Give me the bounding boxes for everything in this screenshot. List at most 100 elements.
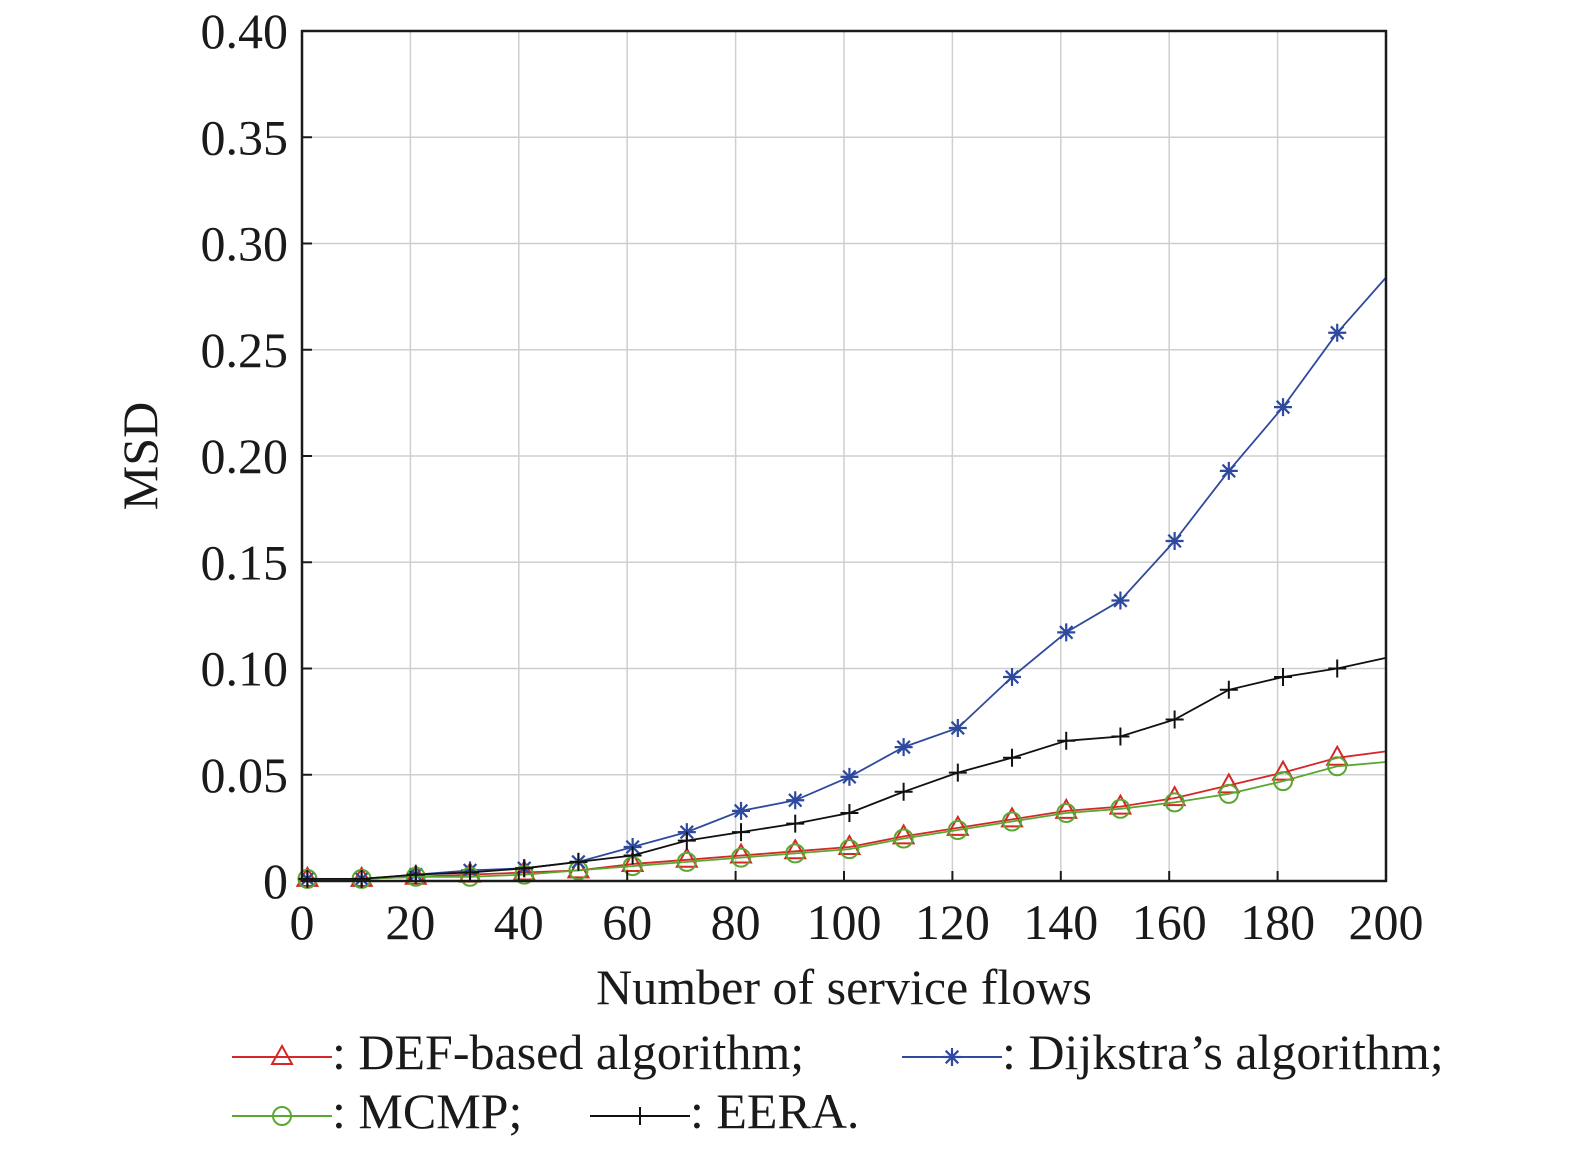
data-point (1325, 744, 1349, 766)
y-tick-label: 0.35 (201, 109, 289, 165)
data-point (732, 823, 751, 842)
x-tick-label: 200 (1349, 894, 1424, 950)
series-0 (295, 744, 1387, 887)
x-tick-label: 100 (807, 894, 882, 950)
y-tick-label: 0.25 (201, 322, 289, 378)
data-point (948, 719, 967, 737)
legend-label: : Dijkstra’s algorithm; (1002, 1024, 1444, 1080)
data-point (1328, 659, 1347, 678)
data-point (1274, 668, 1293, 686)
series-1 (298, 276, 1387, 888)
x-tick-label: 0 (290, 894, 315, 950)
legend-label: : EERA. (690, 1083, 859, 1139)
data-point (731, 847, 752, 868)
data-point (840, 804, 859, 822)
legend-swatch-marker (270, 1043, 294, 1065)
data-point (1218, 783, 1239, 804)
data-point (1057, 731, 1076, 750)
data-point (1162, 785, 1187, 807)
data-point (891, 823, 916, 845)
y-tick-label: 0.40 (201, 3, 289, 59)
data-point (786, 814, 805, 833)
data-point (1327, 756, 1348, 777)
legend-entry: : EERA. (590, 1083, 859, 1139)
data-point (623, 846, 642, 865)
y-tick-label: 0.15 (201, 534, 289, 590)
legend-entry: : DEF-based algorithm; (232, 1024, 804, 1080)
data-point (1165, 710, 1184, 729)
series-3 (298, 657, 1387, 888)
data-point (894, 782, 913, 801)
data-point (837, 833, 862, 855)
data-point (893, 828, 914, 849)
data-point (1054, 797, 1078, 819)
data-point (512, 859, 536, 881)
data-point (1002, 811, 1023, 832)
data-point (1274, 398, 1293, 417)
y-tick-label: 0.10 (201, 641, 289, 697)
x-tick-label: 160 (1132, 894, 1207, 950)
ticks: 0 20 40 60 80 100 120 140 160 180 200 0 0.05 0.10 0.15… (201, 3, 1424, 950)
x-tick-label: 40 (494, 894, 544, 950)
series-line (307, 750, 1387, 880)
data-point (1003, 748, 1022, 767)
legend: : DEF-based algorithm; : Dijkstra’s algor… (232, 1024, 1444, 1139)
y-tick-label: 0 (263, 853, 288, 909)
series-line (307, 657, 1387, 880)
data-point (894, 738, 913, 757)
data-point (1164, 792, 1185, 813)
series-2 (297, 756, 1387, 889)
y-axis-label: MSD (112, 402, 168, 510)
x-tick-label: 120 (915, 894, 990, 950)
data-point (1273, 771, 1294, 792)
x-tick-label: 80 (711, 894, 761, 950)
data-point (946, 814, 970, 836)
data-point (1219, 461, 1238, 480)
grid (301, 30, 1387, 882)
legend-entry: : Dijkstra’s algorithm; (902, 1024, 1444, 1080)
data-point (948, 763, 967, 782)
y-tick-label: 0.30 (201, 216, 289, 272)
data-point (677, 831, 696, 850)
data-point (1165, 532, 1184, 550)
legend-swatch-marker (943, 1048, 961, 1066)
data-point (839, 839, 860, 860)
data-point (1057, 623, 1076, 642)
x-axis-label: Number of service flows (596, 959, 1092, 1015)
data-point (515, 859, 534, 878)
x-tick-label: 60 (602, 894, 652, 950)
data-point (1000, 806, 1024, 828)
data-point (1110, 798, 1131, 819)
x-tick-label: 20 (385, 894, 435, 950)
y-tick-label: 0.20 (201, 428, 289, 484)
data-point (783, 838, 807, 860)
y-tick-label: 0.05 (201, 747, 289, 803)
series-line (307, 761, 1387, 880)
data-point (1003, 668, 1022, 686)
data-point (1111, 591, 1130, 610)
data-point (675, 846, 699, 868)
legend-swatch-marker (631, 1107, 649, 1125)
series-line (307, 276, 1387, 880)
data-point (786, 791, 805, 810)
legend-swatch-marker (272, 1106, 292, 1126)
legend-entry: : MCMP; (232, 1083, 522, 1139)
data-point (785, 843, 806, 864)
data-point (1271, 759, 1295, 781)
x-tick-label: 180 (1240, 894, 1315, 950)
x-tick-label: 140 (1023, 894, 1098, 950)
data-point (569, 852, 588, 871)
data-point (1217, 772, 1241, 794)
data-point (1108, 793, 1133, 815)
legend-label: : MCMP; (332, 1083, 522, 1139)
data-point (729, 842, 753, 864)
data-point (1219, 680, 1238, 699)
data-point (676, 851, 697, 872)
series-layer (295, 276, 1387, 889)
data-point (947, 820, 968, 840)
data-point (840, 767, 859, 786)
data-point (1328, 323, 1347, 342)
legend-label: : DEF-based algorithm; (332, 1024, 804, 1080)
data-point (1056, 803, 1077, 823)
